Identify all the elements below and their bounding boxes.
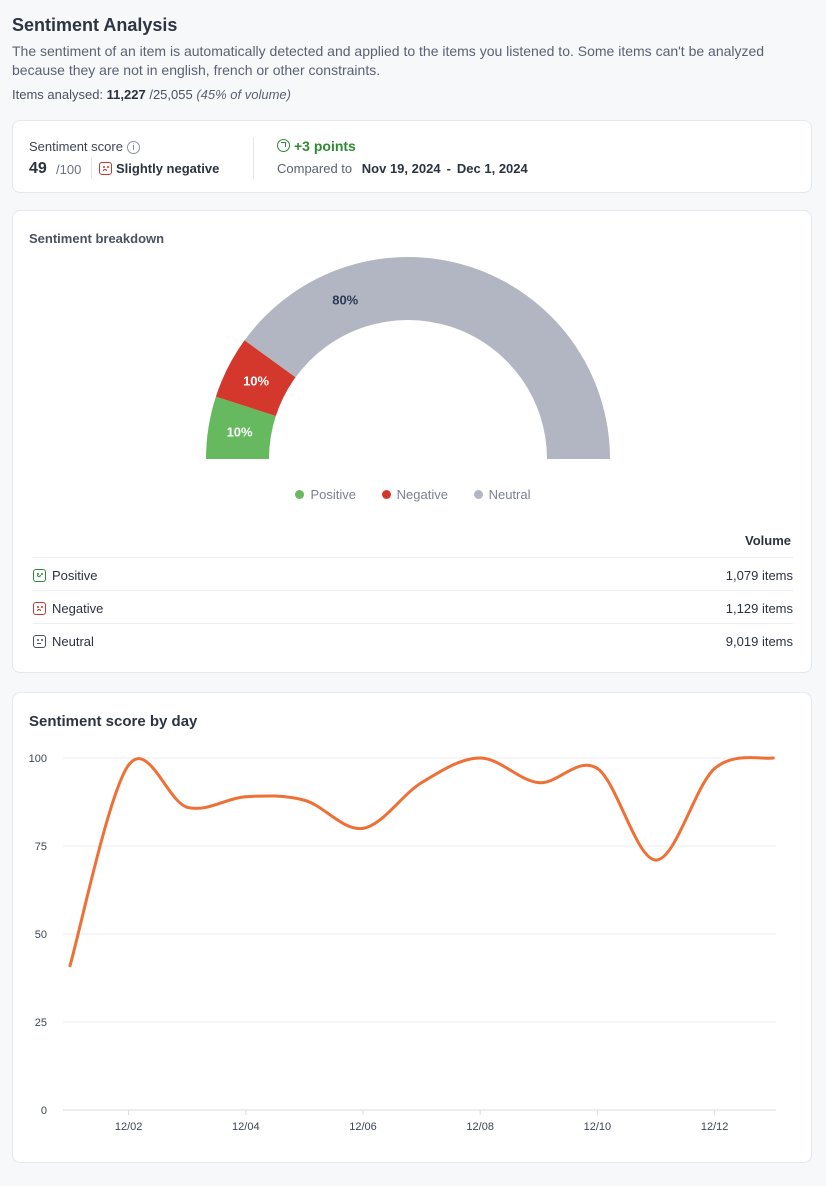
- gauge-legend: Positive Negative Neutral: [13, 487, 813, 502]
- x-tick-label: 12/12: [701, 1121, 729, 1133]
- gauge-label-neutral: 80%: [332, 292, 358, 307]
- row-label: Negative: [33, 601, 103, 616]
- gauge-segment-positive[interactable]: [206, 396, 276, 459]
- y-tick-label: 50: [35, 929, 47, 941]
- happy-face-icon: [33, 569, 46, 582]
- x-tick-label: 12/04: [232, 1121, 260, 1133]
- analysed-total: /25,055: [149, 87, 193, 102]
- breakdown-card: Sentiment breakdown 10% 10% 80% Positive N…: [12, 210, 812, 673]
- row-label: Positive: [33, 568, 98, 583]
- data-point[interactable]: [244, 795, 248, 799]
- data-point[interactable]: [713, 767, 717, 771]
- analysed-count: 11,227: [106, 87, 146, 102]
- legend-dot-neutral: [473, 490, 483, 499]
- page-description: The sentiment of an item is automaticall…: [12, 43, 765, 78]
- score-card: Sentiment score i 49 /100 Slightly negati…: [12, 120, 812, 193]
- info-icon[interactable]: i: [126, 141, 140, 154]
- data-point[interactable]: [361, 826, 365, 830]
- breakdown-row-neutral: Neutral 9,019 items: [33, 623, 793, 656]
- breakdown-row-positive: Positive 1,079 items: [33, 557, 793, 590]
- score-label-row: Sentiment score i: [29, 139, 140, 154]
- compared-separator: -: [446, 161, 451, 176]
- volume-header: Volume: [745, 533, 791, 548]
- row-value: 9,019 items: [725, 634, 793, 649]
- score-mood: Slightly negative: [99, 161, 219, 176]
- compared-period: Compared to Nov 19, 2024- Dec 1, 2024: [277, 161, 528, 176]
- analysed-percent: (45% of volume): [196, 87, 291, 102]
- data-point[interactable]: [302, 798, 306, 802]
- row-label-text: Negative: [52, 601, 104, 616]
- data-point[interactable]: [595, 767, 599, 771]
- data-point[interactable]: [654, 858, 658, 862]
- row-label-text: Positive: [52, 568, 98, 583]
- gauge-label-negative: 10%: [243, 374, 269, 389]
- score-delta: +3 points: [277, 138, 356, 154]
- sentiment-line-chart: 0 25 50 75 100 12/02 12/04 12/06 12/08 12/10 12/12: [29, 753, 776, 1133]
- delta-label: +3 points: [294, 138, 356, 154]
- y-tick-label: 25: [35, 1017, 47, 1029]
- trend-up-icon: [277, 139, 290, 152]
- neutral-face-icon: [33, 635, 46, 648]
- data-point[interactable]: [68, 964, 72, 968]
- legend-label-neutral: Neutral: [488, 487, 531, 502]
- line-chart-card: Sentiment score by day 0 25 50 75 100 12/02 12…: [12, 692, 812, 1163]
- gauge-segment-neutral[interactable]: [244, 257, 611, 459]
- legend-item-positive[interactable]: Positive: [295, 487, 356, 502]
- mood-label: Slightly negative: [116, 161, 220, 176]
- row-label: Neutral: [33, 634, 94, 649]
- sentiment-gauge: 10% 10% 80%: [206, 257, 611, 459]
- x-tick-label: 12/02: [115, 1121, 143, 1133]
- breakdown-row-negative: Negative 1,129 items: [33, 590, 793, 623]
- score-value: 49: [29, 160, 47, 177]
- compared-end: Dec 1, 2024: [456, 161, 528, 176]
- y-tick-label: 0: [41, 1105, 47, 1117]
- page-title: Sentiment Analysis: [12, 15, 178, 35]
- x-tick-label: 12/06: [349, 1121, 377, 1133]
- compared-label: Compared to: [277, 161, 353, 176]
- data-point[interactable]: [478, 756, 482, 760]
- legend-item-negative[interactable]: Negative: [381, 487, 448, 502]
- row-value: 1,079 items: [725, 568, 793, 583]
- data-point[interactable]: [537, 781, 541, 785]
- row-value: 1,129 items: [725, 601, 793, 616]
- legend-label-negative: Negative: [396, 487, 448, 502]
- data-point[interactable]: [771, 756, 775, 760]
- legend-item-neutral[interactable]: Neutral: [473, 487, 531, 502]
- sad-face-icon: [99, 162, 112, 175]
- section-divider: [253, 137, 254, 179]
- legend-dot-negative: [381, 490, 391, 499]
- legend-dot-positive: [295, 490, 305, 499]
- x-tick-label: 12/08: [466, 1121, 494, 1133]
- compared-start: Nov 19, 2024: [361, 161, 441, 176]
- legend-label-positive: Positive: [310, 487, 357, 502]
- y-tick-label: 100: [29, 753, 47, 765]
- analysed-label: Items analysed:: [12, 87, 104, 102]
- x-tick-label: 12/10: [584, 1121, 612, 1133]
- gauge-segment-negative[interactable]: [215, 340, 296, 417]
- score-divider: [91, 158, 92, 178]
- line-chart-title: Sentiment score by day: [29, 713, 198, 730]
- data-point[interactable]: [420, 781, 424, 785]
- score-label: Sentiment score: [29, 139, 123, 154]
- row-label-text: Neutral: [52, 634, 94, 649]
- items-analysed: Items analysed: 11,227 /25,055 (45% of v…: [12, 87, 291, 102]
- breakdown-title: Sentiment breakdown: [29, 231, 165, 246]
- y-tick-label: 75: [35, 841, 47, 853]
- score-max: /100: [56, 162, 82, 177]
- sad-face-icon: [33, 602, 46, 615]
- gauge-label-positive: 10%: [227, 424, 253, 439]
- data-point[interactable]: [185, 805, 189, 809]
- data-point[interactable]: [127, 763, 131, 767]
